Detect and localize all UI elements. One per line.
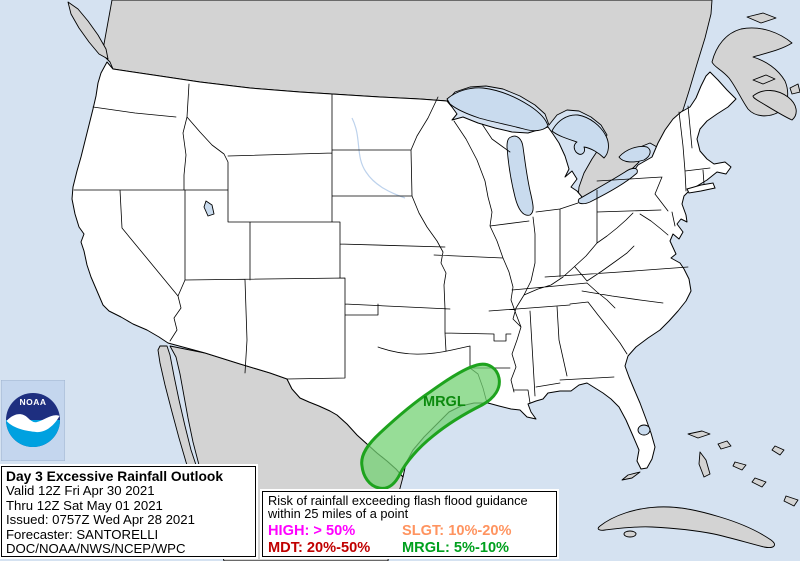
great-salt-lake (203, 200, 215, 217)
legend-item-mrgl: MRGL: 5%-10% (402, 539, 510, 556)
legend-item-mdt: MDT: 20%-50% (268, 539, 371, 556)
lake-erie (577, 167, 638, 205)
noaa-gull-icon (6, 414, 60, 433)
us-landmass (71, 61, 737, 478)
legend-item-high: HIGH: > 50% (268, 522, 356, 539)
anticosti-island (746, 12, 777, 24)
legend-description-line1: Risk of rainfall exceeding flash flood g… (268, 493, 528, 508)
state-borders (73, 83, 711, 404)
cuba (597, 506, 775, 548)
forecast-info-box: Day 3 Excessive Rainfall Outlook Valid 1… (1, 466, 256, 557)
marginal-risk-label: MRGL (423, 394, 466, 410)
noaa-logo: NOAA (1, 380, 65, 461)
lake-okeechobee (637, 424, 651, 436)
legend-item-slgt: SLGT: 10%-20% (402, 522, 512, 539)
vancouver-island (67, 1, 109, 60)
issued-time: Issued: 0757Z Wed Apr 28 2021 (6, 512, 195, 528)
forecaster-name: Forecaster: SANTORELLI (6, 526, 159, 542)
noaa-logo-text: NOAA (19, 397, 46, 407)
cape-breton (789, 83, 800, 95)
prince-edward-island (752, 74, 776, 85)
missouri-river-trace (351, 117, 406, 199)
lake-huron (551, 114, 609, 159)
isla-juventud (623, 530, 637, 538)
thru-time: Thru 12Z Sat May 01 2021 (6, 497, 163, 513)
legend-description-line2: within 25 miles of a point (268, 506, 409, 522)
nova-scotia (752, 90, 797, 121)
valid-time: Valid 12Z Fri Apr 30 2021 (6, 483, 155, 498)
lake-ontario (618, 146, 651, 163)
legend-grid: HIGH: > 50% SLGT: 10%-20% MDT: 20%-50% M… (268, 523, 551, 557)
outlook-title: Day 3 Excessive Rainfall Outlook (6, 469, 224, 484)
great-lakes (203, 87, 651, 436)
lake-michigan (506, 135, 534, 216)
lake-superior (446, 87, 549, 132)
legend: Risk of rainfall exceeding flash flood g… (262, 491, 557, 557)
bahamas-islands (621, 430, 799, 507)
agency-name: DOC/NOAA/NWS/NCEP/WPC (6, 541, 186, 557)
long-island (686, 182, 716, 194)
marginal-risk-area (360, 362, 501, 490)
